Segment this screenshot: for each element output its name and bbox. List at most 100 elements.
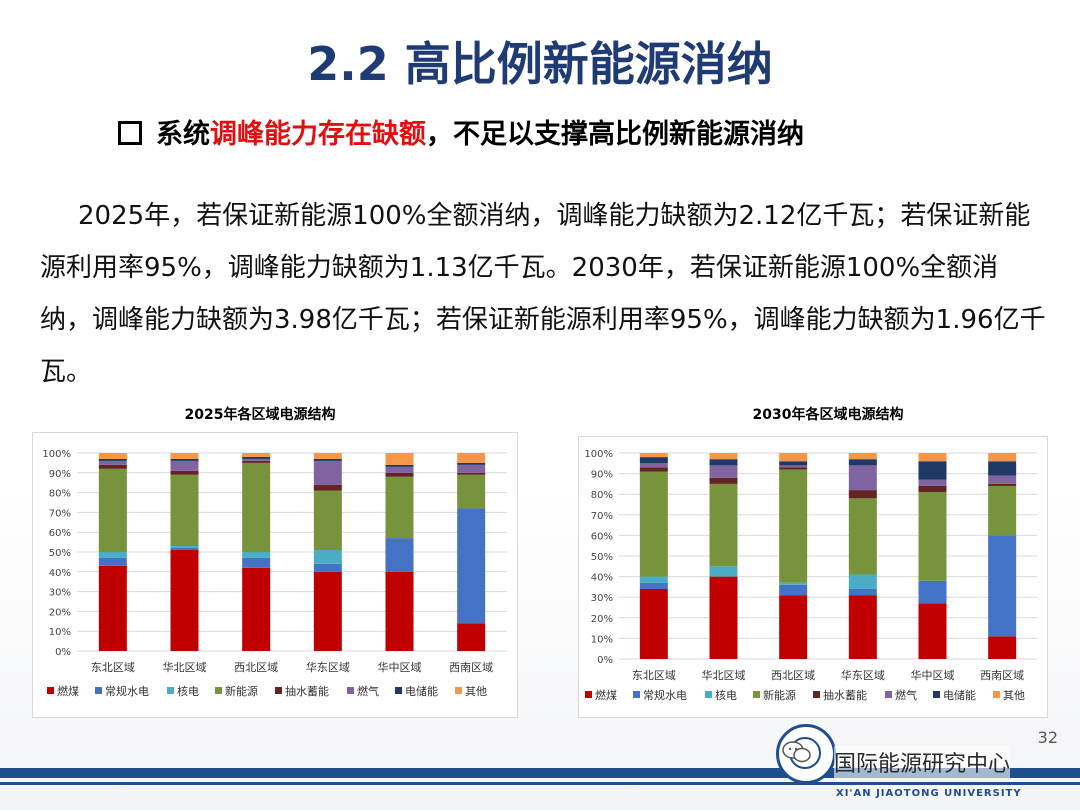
bar-segment bbox=[98, 557, 127, 566]
bar-segment bbox=[848, 453, 877, 460]
bar-segment bbox=[779, 582, 808, 585]
y-tick-label: 50% bbox=[49, 548, 71, 559]
bar-segment bbox=[457, 508, 486, 624]
y-tick-label: 0% bbox=[597, 655, 613, 666]
y-tick-label: 0% bbox=[55, 647, 71, 658]
y-tick-label: 40% bbox=[49, 568, 71, 579]
bar-segment bbox=[313, 484, 342, 491]
bar-segment bbox=[709, 477, 738, 484]
y-tick-label: 100% bbox=[584, 449, 613, 460]
bar-segment bbox=[98, 552, 127, 558]
bar-segment bbox=[242, 552, 271, 558]
subtitle-prefix: 系统 bbox=[156, 119, 210, 150]
y-tick-label: 80% bbox=[591, 490, 613, 501]
chart-frame-2030: 0% 10% 20% 30% 40% 50% 60% 70% 80% 90% 100% 东北区域 华北区… bbox=[578, 436, 1048, 718]
bar-segment bbox=[242, 460, 271, 463]
bar-segment bbox=[170, 546, 199, 549]
legend-swatch bbox=[885, 691, 892, 698]
y-tick-label: 80% bbox=[49, 489, 71, 500]
bar-segment bbox=[988, 483, 1017, 486]
bar-segment bbox=[242, 557, 271, 568]
bar-segment bbox=[639, 576, 668, 583]
y-tick-label: 70% bbox=[49, 508, 71, 519]
bar-segment bbox=[385, 571, 414, 651]
bar-segment bbox=[385, 466, 414, 473]
legend-label: 电储能 bbox=[943, 688, 976, 702]
legend-swatch bbox=[455, 687, 462, 694]
bar-segment bbox=[457, 472, 486, 475]
x-category-label: 西南区域 bbox=[980, 669, 1024, 682]
bar-segment bbox=[98, 460, 127, 465]
x-category-label: 华北区域 bbox=[163, 660, 207, 674]
bar-segment bbox=[242, 462, 271, 552]
bar-segment bbox=[918, 485, 947, 493]
legend-label: 新能源 bbox=[225, 684, 258, 698]
bar-segment bbox=[457, 623, 486, 651]
bar-segment bbox=[918, 453, 947, 462]
bar-segment bbox=[779, 467, 808, 470]
legend-swatch bbox=[215, 687, 222, 694]
bar-segment bbox=[848, 574, 877, 589]
y-tick-label: 90% bbox=[591, 470, 613, 481]
x-category-label: 东北区域 bbox=[632, 669, 676, 682]
bar-segment bbox=[457, 464, 486, 473]
x-category-label: 华东区域 bbox=[306, 660, 350, 674]
bar-segment bbox=[988, 475, 1017, 484]
bar-segment bbox=[709, 576, 738, 659]
x-category-label: 华东区域 bbox=[841, 668, 885, 682]
bar-segment bbox=[639, 453, 668, 458]
bar-segment bbox=[988, 453, 1017, 462]
legend-label: 抽水蓄能 bbox=[823, 688, 867, 702]
bar-segment bbox=[709, 453, 738, 460]
bar-segment bbox=[918, 479, 947, 486]
x-category-label: 华中区域 bbox=[378, 660, 422, 674]
bar-segment bbox=[918, 461, 947, 480]
bar-segment bbox=[988, 461, 1017, 476]
legend-label: 常规水电 bbox=[643, 688, 687, 702]
legend-label: 核电 bbox=[715, 688, 737, 702]
bar-segment bbox=[98, 453, 127, 459]
bar-segment bbox=[170, 458, 199, 461]
checkbox-icon bbox=[118, 121, 142, 145]
bar-segment bbox=[779, 461, 808, 466]
legend-swatch bbox=[275, 687, 282, 694]
bar-segment bbox=[170, 548, 199, 551]
bar-segment bbox=[385, 453, 414, 465]
legend-swatch bbox=[47, 687, 54, 694]
legend-label: 核电 bbox=[177, 684, 199, 698]
bar-segment bbox=[313, 550, 342, 564]
bar-segment bbox=[848, 490, 877, 499]
legend-swatch bbox=[933, 691, 940, 698]
legend-label: 抽水蓄能 bbox=[285, 684, 329, 698]
y-tick-label: 30% bbox=[49, 588, 71, 599]
slide-subtitle: 系统调峰能力存在缺额，不足以支撑高比例新能源消纳 bbox=[118, 112, 804, 151]
legend-swatch bbox=[167, 687, 174, 694]
bar-segment bbox=[242, 456, 271, 459]
legend-label: 其他 bbox=[465, 685, 487, 698]
bar-segment bbox=[98, 458, 127, 461]
bar-segment bbox=[242, 453, 271, 457]
bar-segment bbox=[313, 460, 342, 485]
legend-label: 新能源 bbox=[763, 688, 796, 702]
bar-segment bbox=[779, 453, 808, 462]
bar-segment bbox=[457, 462, 486, 465]
bar-segment bbox=[313, 453, 342, 459]
bar-segment bbox=[242, 458, 271, 461]
bar-segment bbox=[313, 490, 342, 551]
bar-segment bbox=[170, 474, 199, 547]
bar-segment bbox=[170, 550, 199, 651]
bar-segment bbox=[709, 459, 738, 466]
y-tick-label: 20% bbox=[49, 607, 71, 618]
chart-2030: 0% 10% 20% 30% 40% 50% 60% 70% 80% 90% 100% 东北区域 华北区… bbox=[584, 449, 1037, 702]
bar-segment bbox=[242, 567, 271, 651]
bar-segment bbox=[98, 565, 127, 651]
y-tick-label: 20% bbox=[591, 614, 613, 625]
footer-bar bbox=[0, 768, 1080, 778]
bar-segment bbox=[779, 469, 808, 583]
bar-segment bbox=[639, 457, 668, 464]
bar-segment bbox=[313, 571, 342, 651]
chart-title-2025: 2025年各区域电源结构 bbox=[184, 407, 336, 423]
x-category-label: 西北区域 bbox=[234, 661, 278, 674]
legend-swatch bbox=[395, 687, 402, 694]
bar-segment bbox=[639, 463, 668, 468]
